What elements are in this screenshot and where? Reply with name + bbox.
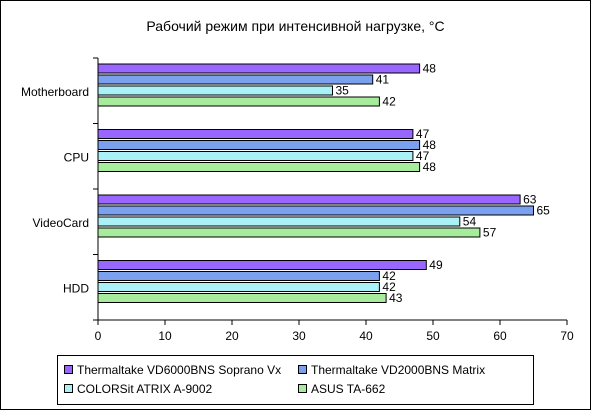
data-label: 43 bbox=[389, 291, 403, 305]
data-label: 47 bbox=[416, 127, 430, 141]
legend-swatch-1 bbox=[64, 365, 73, 375]
data-label: 35 bbox=[336, 84, 350, 98]
x-tick-label: 50 bbox=[426, 329, 440, 343]
bar-2 bbox=[97, 271, 380, 281]
axes: 0 10 20 30 40 50 60 70 Motherboard CPU VideoCard HD… bbox=[21, 57, 574, 343]
legend-item-2: Thermaltake VD2000BNS Matrix bbox=[298, 362, 485, 378]
data-label: 42 bbox=[382, 95, 396, 109]
data-label: 41 bbox=[376, 73, 390, 87]
bar-2 bbox=[97, 74, 374, 85]
legend-item-3: COLORSit ATRIX A-9002 bbox=[64, 381, 212, 397]
bar-4 bbox=[97, 162, 421, 172]
bar-3 bbox=[97, 216, 461, 227]
y-category-label: VideoCard bbox=[33, 216, 89, 230]
bar-1 bbox=[97, 63, 421, 74]
bar-1 bbox=[97, 129, 414, 139]
bar-3 bbox=[97, 151, 414, 161]
x-tick-label: 40 bbox=[359, 329, 373, 343]
data-label: 57 bbox=[483, 226, 497, 240]
bar-4 bbox=[97, 96, 380, 107]
x-tick-label: 70 bbox=[560, 329, 574, 343]
legend-swatch-4 bbox=[298, 384, 307, 394]
bar-1 bbox=[97, 260, 427, 270]
data-label: 48 bbox=[423, 160, 437, 174]
x-tick-label: 30 bbox=[292, 329, 306, 343]
legend-label-4: ASUS TA-662 bbox=[311, 382, 386, 396]
legend-label-1: Thermaltake VD6000BNS Soprano Vx bbox=[77, 363, 282, 377]
x-tick-label: 20 bbox=[225, 329, 239, 343]
data-label: 48 bbox=[423, 138, 437, 152]
bar-2 bbox=[97, 205, 534, 216]
data-label: 63 bbox=[523, 193, 537, 207]
y-category-label: HDD bbox=[63, 281, 89, 295]
data-label: 47 bbox=[416, 149, 430, 163]
legend: Thermaltake VD6000BNS Soprano Vx Thermal… bbox=[57, 355, 534, 405]
data-label: 42 bbox=[382, 280, 396, 294]
legend-swatch-3 bbox=[64, 384, 73, 394]
legend-item-1: Thermaltake VD6000BNS Soprano Vx bbox=[64, 362, 281, 378]
data-label: 49 bbox=[429, 258, 443, 272]
x-tick-label: 60 bbox=[493, 329, 507, 343]
data-label: 48 bbox=[423, 62, 437, 76]
x-tick-label: 10 bbox=[158, 329, 172, 343]
bar-3 bbox=[97, 85, 333, 96]
data-label: 54 bbox=[463, 215, 477, 229]
y-category-label: Motherboard bbox=[21, 85, 89, 99]
legend-item-4: ASUS TA-662 bbox=[298, 381, 385, 397]
data-label: 42 bbox=[382, 269, 396, 283]
bar-4 bbox=[97, 293, 387, 303]
bar-4 bbox=[97, 227, 481, 238]
chart-title: Рабочий режим при интенсивной нагрузке, … bbox=[146, 18, 445, 34]
y-category-label: CPU bbox=[64, 150, 89, 164]
legend-label-3: COLORSit ATRIX A-9002 bbox=[77, 382, 213, 396]
data-label: 65 bbox=[537, 204, 551, 218]
bar-3 bbox=[97, 282, 380, 292]
legend-label-2: Thermaltake VD2000BNS Matrix bbox=[311, 363, 486, 377]
x-tick-label: 0 bbox=[95, 329, 102, 343]
bars bbox=[97, 63, 534, 303]
legend-swatch-2 bbox=[298, 365, 307, 375]
bar-1 bbox=[97, 194, 521, 205]
bar-2 bbox=[97, 140, 421, 150]
